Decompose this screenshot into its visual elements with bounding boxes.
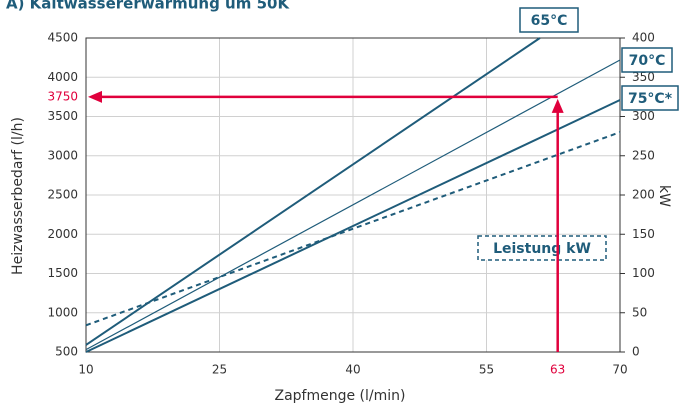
series-label-box [621,47,673,73]
marker-x-label: 63 [550,363,565,377]
x-tick-label: 55 [479,363,494,377]
y2-axis-label: kW [656,185,672,207]
series-label-box [519,7,579,33]
y2-tick-label: 400 [632,31,655,45]
y2-tick-label: 300 [632,109,655,123]
x-axis-label: Zapfmenge (l/min) [275,388,406,404]
series-line [85,99,621,353]
y-tick-label: 2500 [47,188,78,202]
series-label: 75°C* [628,91,673,107]
y-tick-label: 3500 [47,109,78,123]
series-label-box [621,85,679,111]
y2-tick-label: 200 [632,188,655,202]
y-tick-label: 4000 [47,70,78,84]
series-label: Leistung kW [493,241,591,257]
x-tick-label: 70 [612,363,627,377]
y-tick-label: 3000 [47,148,78,162]
y2-tick-label: 50 [632,305,647,319]
series-label: 70°C [629,53,666,69]
series-line [85,131,621,327]
series-label: 65°C [531,13,568,29]
y-tick-label: 500 [55,345,78,359]
plot-frame [85,37,621,353]
y2-tick-label: 100 [632,266,655,280]
x-tick-label: 10 [78,363,93,377]
marker-y-label: 3750 [47,89,78,103]
y-tick-label: 4500 [47,31,78,45]
series-label-box [477,235,607,261]
marker-arrow [88,90,102,103]
y2-tick-label: 250 [632,148,655,162]
y2-tick-label: 350 [632,70,655,84]
y-tick-label: 2000 [47,227,78,241]
x-tick-label: 25 [212,363,227,377]
series-line [85,59,621,351]
y2-tick-label: 0 [632,345,640,359]
y2-tick-label: 150 [632,227,655,241]
series-line [85,37,541,346]
chart-title: A) Kaltwassererwärmung um 50K [6,0,290,13]
x-tick-label: 40 [345,363,360,377]
y-tick-label: 1500 [47,266,78,280]
marker-arrow [551,98,564,113]
y-tick-label: 1000 [47,305,78,319]
y-axis-label: Heizwasserbedarf (l/h) [10,117,26,275]
